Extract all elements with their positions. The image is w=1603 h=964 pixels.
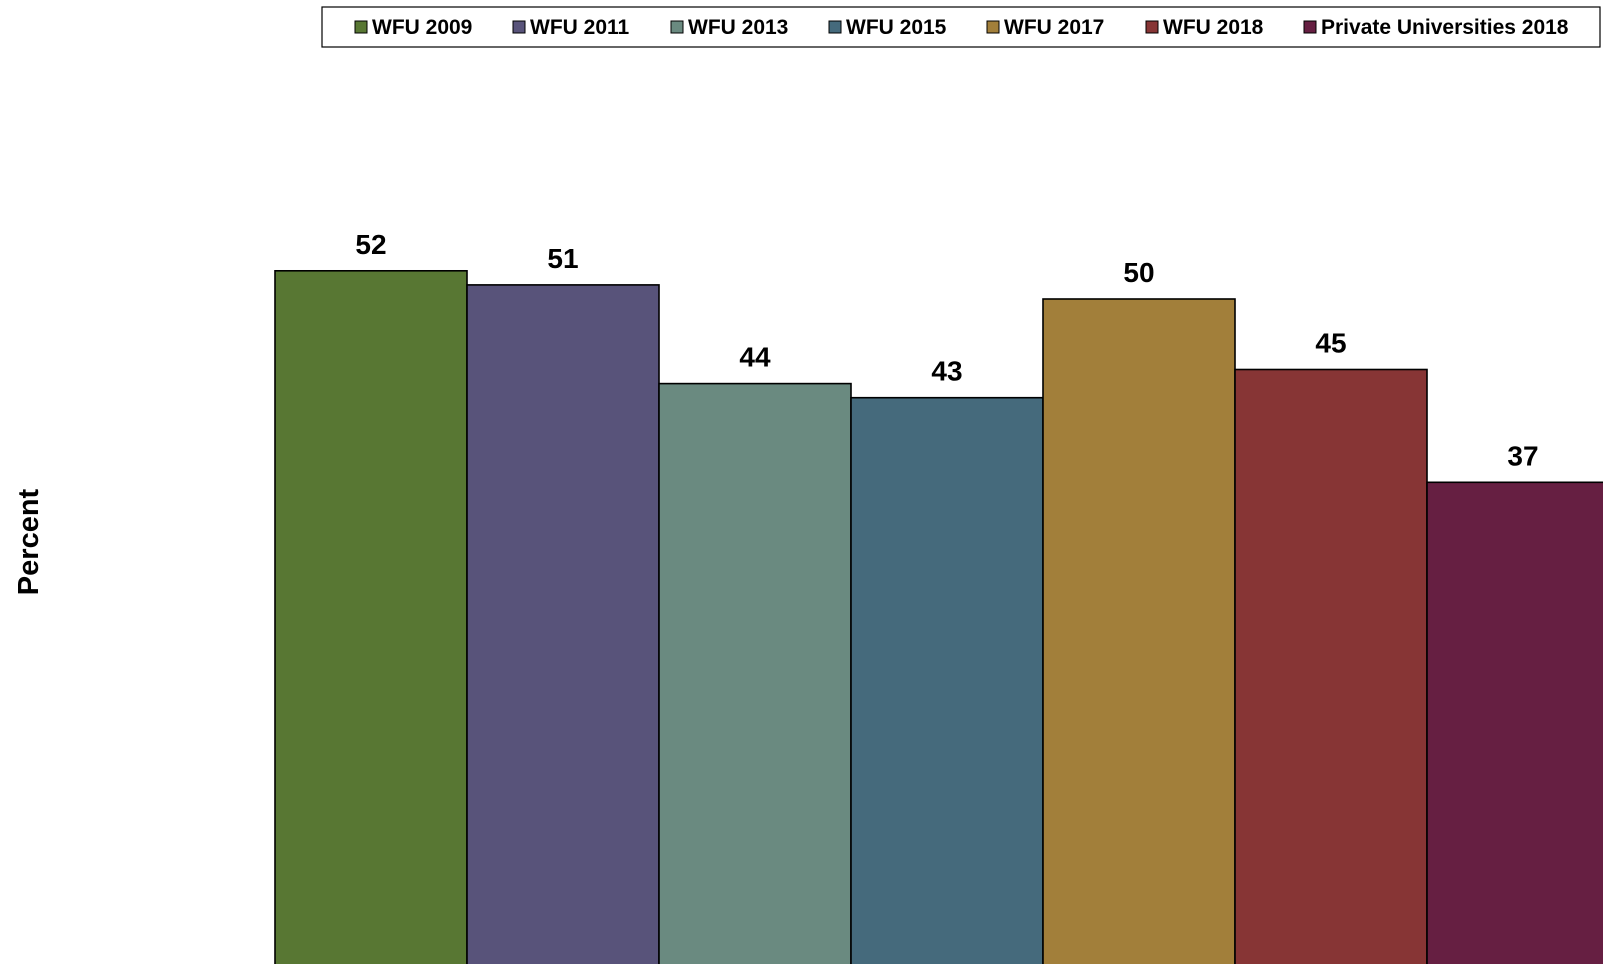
- legend-label-wfu-2009: WFU 2009: [372, 16, 472, 39]
- legend-label-wfu-2015: WFU 2015: [846, 16, 947, 39]
- data-labels-group: 52 51 44 43 50 45 37: [355, 229, 1538, 471]
- bar-wfu-2018: [1234, 368, 1428, 964]
- bar-wfu-2009: [274, 269, 468, 964]
- data-label-wfu-2013: 44: [739, 342, 771, 373]
- legend-swatch-wfu-2017: [986, 20, 1000, 34]
- legend-swatch-wfu-2015: [828, 20, 842, 34]
- legend-label-wfu-2013: WFU 2013: [688, 16, 788, 39]
- legend-swatch-private-universities-2018: [1303, 20, 1317, 34]
- bars-group: [274, 269, 1603, 964]
- bar-wfu-2011: [466, 284, 660, 964]
- legend-box: [321, 6, 1601, 48]
- y-axis-label: Percent: [13, 488, 45, 595]
- legend-label-private-universities-2018: Private Universities 2018: [1321, 16, 1569, 39]
- data-label-wfu-2017: 50: [1123, 257, 1154, 288]
- bar-wfu-2017: [1042, 298, 1236, 964]
- bar-wfu-2013: [658, 382, 852, 964]
- legend-swatch-wfu-2009: [354, 20, 368, 34]
- data-label-private-universities-2018: 37: [1507, 440, 1538, 471]
- legend-swatch-wfu-2018: [1145, 20, 1159, 34]
- data-label-wfu-2011: 51: [547, 243, 578, 274]
- data-label-wfu-2009: 52: [355, 229, 386, 260]
- legend-label-wfu-2011: WFU 2011: [530, 16, 630, 39]
- data-label-wfu-2015: 43: [931, 356, 962, 387]
- data-label-wfu-2018: 45: [1315, 328, 1346, 359]
- legend: WFU 2009 WFU 2011 WFU 2013 WFU 2015 WFU 2017…: [321, 6, 1601, 48]
- bar-wfu-2015: [850, 396, 1044, 964]
- legend-swatch-wfu-2011: [512, 20, 526, 34]
- legend-swatch-wfu-2013: [670, 20, 684, 34]
- bar-private-universities-2018: [1426, 481, 1603, 964]
- legend-label-wfu-2018: WFU 2018: [1163, 16, 1264, 39]
- legend-label-wfu-2017: WFU 2017: [1004, 16, 1104, 39]
